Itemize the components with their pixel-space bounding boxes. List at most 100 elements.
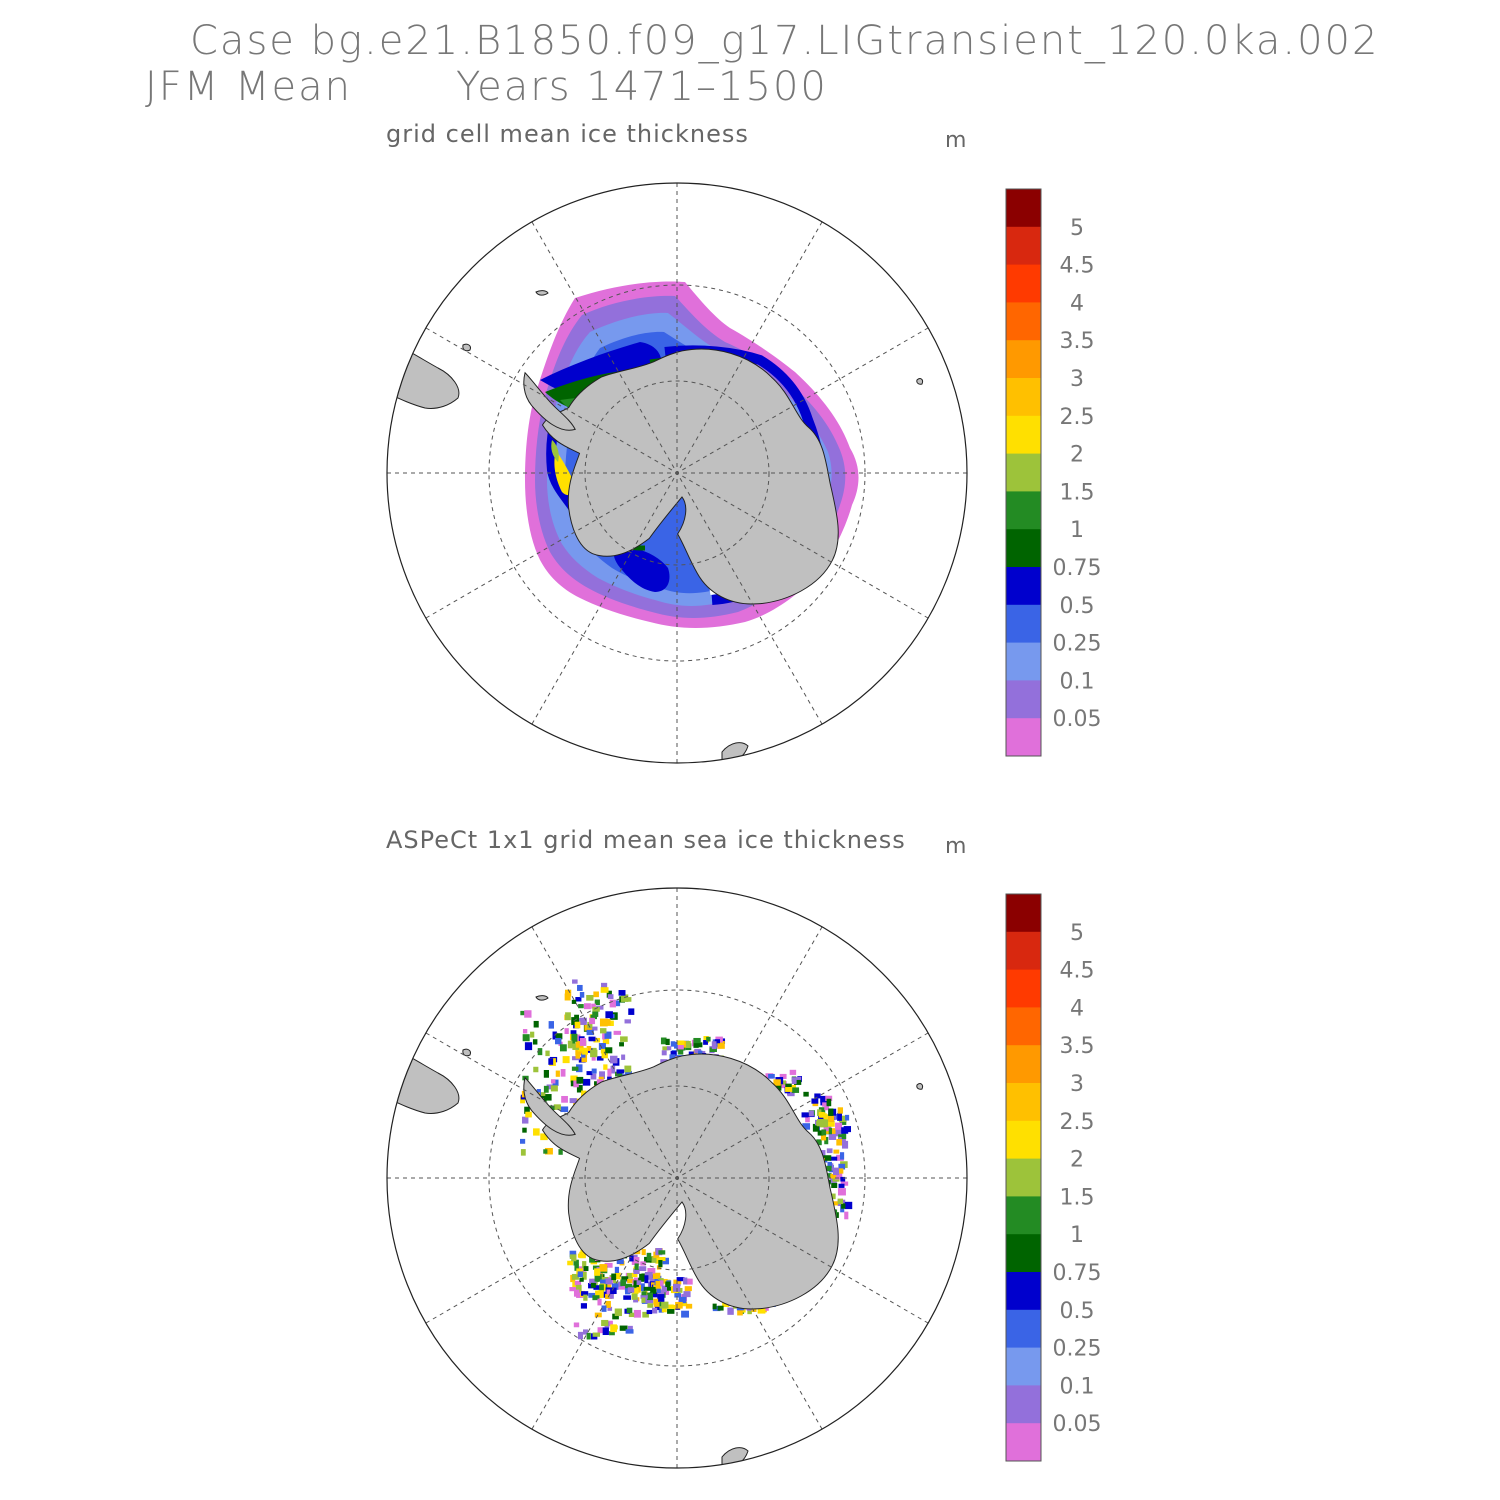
observation-cell [818,1111,825,1118]
colorbar-swatch [1006,264,1041,303]
colorbar-swatch [1006,1385,1041,1424]
observation-cell [639,1266,647,1272]
observation-cell [802,1123,811,1130]
observation-cell [670,1051,677,1056]
observation-cell [639,1273,647,1280]
observation-cell [620,1036,628,1042]
observation-cell [823,1119,829,1128]
colorbar-label: 3 [1070,1072,1084,1097]
observation-cell [562,1056,570,1064]
observation-cell [577,1271,583,1278]
kerguelen [916,378,923,385]
observation-cell [820,1095,827,1103]
observation-cell [824,1136,829,1145]
observation-cell [833,1149,840,1154]
observation-cell [524,1042,533,1051]
observation-cell [844,1201,853,1210]
observation-cell [575,1284,582,1293]
observation-cell [633,1280,639,1287]
observation-cell [623,1295,632,1300]
observation-cell [616,1069,625,1074]
observation-cell [641,1291,647,1296]
observation-cell [522,1116,529,1124]
colorbar-swatch [1006,1309,1041,1349]
observation-cell [674,1041,680,1049]
observation-cell [586,994,594,1001]
observation-cell [520,1149,526,1156]
colorbar-swatch [1006,189,1041,228]
observation-cell [611,1273,617,1281]
observation-cell [570,1075,578,1083]
observation-cell [570,1030,577,1037]
colorbar-swatch [1006,931,1041,971]
observation-cell [525,1111,532,1118]
colorbar-label: 1.5 [1060,1185,1095,1210]
observation-cell [600,1279,606,1284]
colorbar-swatch [1006,302,1041,341]
observation-cell [828,1133,837,1140]
observation-cell [612,1313,619,1320]
observation-cell [841,1140,849,1149]
observation-cell [567,1040,573,1049]
graticule [387,888,967,1468]
observation-cell [610,1324,617,1333]
observation-cell [649,1278,655,1284]
observation-cell [573,1080,579,1088]
observation-cell [826,1165,832,1172]
observation-cell [641,1297,646,1303]
ice-peninsula-green [551,440,559,462]
observation-cell [816,1119,824,1127]
observation-cell [658,1260,663,1268]
observation-cell [669,1054,676,1063]
observation-cell [845,1114,850,1121]
observation-cell [601,982,608,989]
observation-cell [650,1286,657,1294]
colorbar-swatch [1006,1347,1041,1386]
observation-cell [593,991,599,998]
observation-cell [575,1049,583,1056]
observation-cell [617,1281,623,1287]
observation-cell [581,1053,586,1058]
falkland-islands [462,1048,471,1057]
observation-cell [569,1287,576,1292]
observation-cell [660,1037,667,1045]
colorbar-swatch [1006,1007,1041,1046]
observation-cell [613,1030,622,1035]
observation-cell [837,1113,842,1121]
observation-cell [808,1110,814,1117]
observation-cell [587,1021,593,1029]
observation-cell [598,1043,606,1051]
observation-cell [577,1331,583,1340]
colorbar-swatch [1006,604,1041,644]
colorbar-swatch [1006,642,1041,681]
observation-cell [709,1047,717,1053]
observation-cell [579,1018,587,1025]
observation-cell [592,1332,601,1337]
colorbar-label: 4.5 [1060,254,1095,279]
observation-cell [565,1012,571,1021]
observation-cell [593,1037,601,1043]
season-label: JFM Mean [145,64,353,110]
observation-cell [574,1021,581,1029]
observation-cell [600,987,609,993]
observation-cell [693,1037,701,1044]
observation-cell [621,1054,626,1060]
panel-1-title: grid cell mean ice thickness [386,120,749,148]
observation-cell [661,1285,667,1293]
observation-cell [592,1011,599,1017]
observation-cell [614,1272,621,1280]
observation-cell [644,1275,649,1284]
observation-cell [805,1115,810,1123]
observation-cell [789,1069,797,1075]
observation-cell [840,1181,849,1186]
observation-cell [811,1098,819,1104]
observation-cell [773,1083,782,1091]
observation-cell [653,1298,659,1305]
observation-cell [643,1286,652,1291]
colorbar-frame [1005,893,1042,1462]
observation-cell [569,1098,577,1104]
observation-cell [604,1031,612,1039]
observation-cell [579,1251,586,1259]
observation-cell [583,1266,589,1272]
observation-cell [614,1266,620,1273]
